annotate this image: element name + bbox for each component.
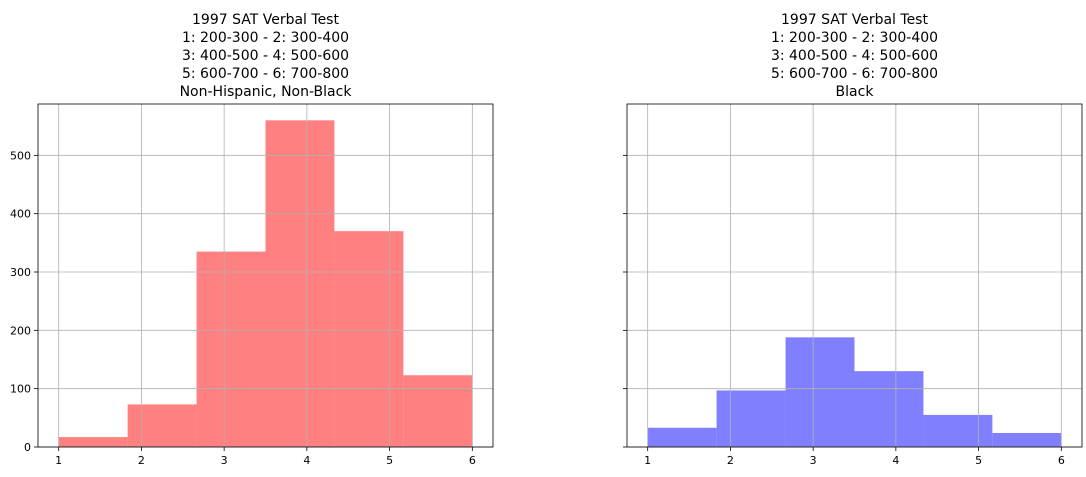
y-tick-label: 300 [10,266,31,279]
x-tick-label: 1 [644,454,651,467]
chart-title-line: 3: 400-500 - 4: 500-600 [182,48,349,64]
histogram-bar [716,390,786,447]
chart-title-line: 5: 600-700 - 6: 700-800 [182,66,349,82]
x-tick-label: 5 [386,454,393,467]
x-tick-label: 5 [975,454,982,467]
y-tick-label: 100 [10,383,31,396]
axes-frame [37,103,494,448]
x-tick-label: 3 [221,454,228,467]
x-tick-label: 6 [1058,454,1065,467]
histogram-bar [854,371,924,447]
chart-title-line: 5: 600-700 - 6: 700-800 [771,66,938,82]
y-tick-label: 400 [10,208,31,221]
histogram-black: 1997 SAT Verbal Test 1: 200-300 - 2: 300-… [623,12,1083,467]
histogram-bar [127,404,197,447]
chart-title-line: 1997 SAT Verbal Test [781,12,928,28]
x-tick-label: 2 [138,454,145,467]
x-tick-label: 4 [303,454,310,467]
x-tick-label: 2 [727,454,734,467]
chart-title-line: 1: 200-300 - 2: 300-400 [771,30,938,46]
histogram-bar [647,427,717,447]
chart-title-line: 1997 SAT Verbal Test [192,12,339,28]
chart-title-line: 3: 400-500 - 4: 500-600 [771,48,938,64]
histogram-bar [265,120,335,447]
y-tick-label: 200 [10,324,31,337]
histogram-bar [196,251,266,447]
x-tick-label: 4 [892,454,899,467]
chart-title-line: Non-Hispanic, Non-Black [180,84,353,100]
histogram-bar [334,231,404,447]
histogram-bar [403,375,473,447]
chart-title-line: 1: 200-300 - 2: 300-400 [182,30,349,46]
histogram-bar [992,433,1062,447]
y-tick-label: 500 [10,149,31,162]
axes-frame [626,103,1083,448]
x-tick-label: 3 [810,454,817,467]
histogram-bar [785,337,855,447]
histogram-non-hispanic-non-black: 1997 SAT Verbal Test 1: 200-300 - 2: 300-… [10,12,494,467]
histogram-bar [58,437,128,447]
y-tick-label: 0 [24,441,31,454]
histogram-bar [923,414,993,447]
x-tick-label: 6 [469,454,476,467]
x-tick-label: 1 [55,454,62,467]
chart-title-line: Black [836,84,875,100]
